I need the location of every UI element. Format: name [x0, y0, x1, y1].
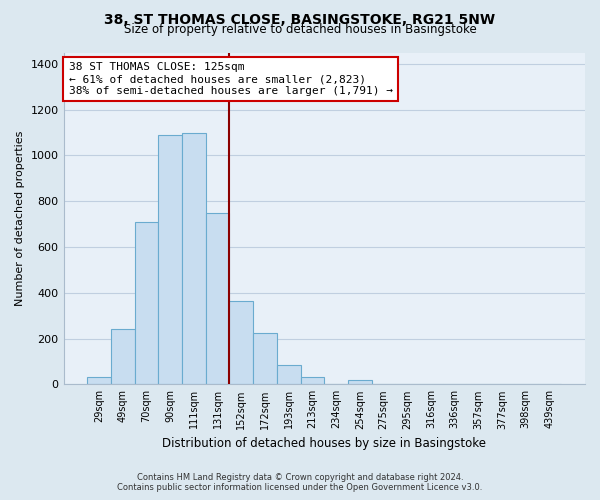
- Text: Size of property relative to detached houses in Basingstoke: Size of property relative to detached ho…: [124, 22, 476, 36]
- Bar: [348, 380, 371, 384]
- Bar: [229, 301, 253, 384]
- Y-axis label: Number of detached properties: Number of detached properties: [15, 130, 25, 306]
- Text: Contains HM Land Registry data © Crown copyright and database right 2024.
Contai: Contains HM Land Registry data © Crown c…: [118, 473, 482, 492]
- Bar: [111, 330, 134, 384]
- Text: 38 ST THOMAS CLOSE: 125sqm
← 61% of detached houses are smaller (2,823)
38% of s: 38 ST THOMAS CLOSE: 125sqm ← 61% of deta…: [69, 62, 393, 96]
- Bar: [158, 135, 182, 384]
- Bar: [87, 378, 111, 384]
- Text: 38, ST THOMAS CLOSE, BASINGSTOKE, RG21 5NW: 38, ST THOMAS CLOSE, BASINGSTOKE, RG21 5…: [104, 12, 496, 26]
- Bar: [277, 365, 301, 384]
- X-axis label: Distribution of detached houses by size in Basingstoke: Distribution of detached houses by size …: [162, 437, 486, 450]
- Bar: [206, 212, 229, 384]
- Bar: [134, 222, 158, 384]
- Bar: [301, 378, 324, 384]
- Bar: [182, 132, 206, 384]
- Bar: [253, 333, 277, 384]
